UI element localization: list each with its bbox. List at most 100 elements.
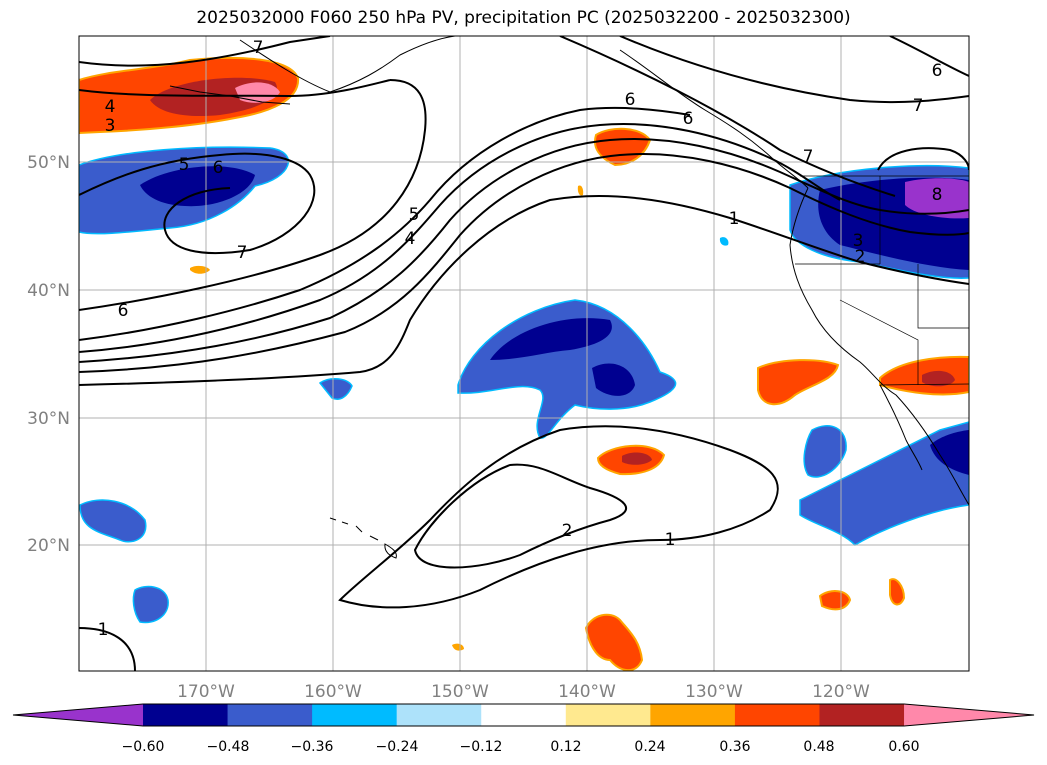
hawaii-islands (329, 517, 397, 559)
pv-contour-8 (877, 147, 969, 171)
lon-label: 120°W (812, 682, 870, 702)
contour-label: 6 (932, 61, 943, 81)
colorbar-segment (650, 704, 736, 726)
pv-contour-6-north (79, 79, 391, 98)
coastlines (169, 36, 969, 559)
precip-blob-hawaii-north (318, 378, 353, 400)
pv-contour-main-5 (79, 195, 969, 386)
pv-contour-main-4 (79, 153, 969, 373)
gridlines (79, 36, 969, 671)
precip-negative-areas (79, 146, 969, 624)
precip-core-southeast (930, 430, 969, 475)
precip-max-pos-northwest (235, 82, 280, 103)
contour-label: 2 (855, 247, 866, 267)
precip-blob-small-pacific (719, 237, 729, 246)
lon-label: 170°W (177, 682, 235, 702)
contour-label: 6 (625, 90, 636, 110)
colorbar-segment (396, 704, 482, 726)
contour-label: 1 (729, 209, 740, 229)
lon-label: 130°W (685, 682, 743, 702)
precip-positive-areas (79, 56, 969, 671)
pv-contour-main-1 (79, 106, 691, 341)
contour-label: 3 (105, 116, 116, 136)
contour-label: 7 (237, 243, 248, 263)
contour-label: 3 (853, 231, 864, 251)
lon-label: 160°W (304, 682, 362, 702)
coastline-baja (879, 384, 923, 471)
lat-label: 40°N (27, 281, 70, 301)
latitude-labels: 50°N 40°N 30°N 20°N (27, 153, 70, 556)
pv-contour-1-south (338, 425, 779, 609)
plot-area: 7 6 4 3 5 6 7 6 7 6 7 5 4 1 3 2 8 6 2 1 … (79, 36, 969, 671)
colorbar-tick: 0.36 (719, 739, 750, 755)
colorbar-segment (481, 704, 567, 726)
precip-pos-small-4 (452, 643, 464, 651)
precip-max-east-coast (905, 178, 969, 219)
precip-blob-central (457, 299, 677, 439)
precip-pos-small-2 (889, 578, 906, 606)
colorbar-tick: 0.12 (550, 739, 581, 755)
colorbar-segment (143, 704, 229, 726)
precip-blob-baja (803, 425, 847, 478)
precip-blob-southwest (79, 499, 147, 543)
precip-pos-midlat-1 (757, 359, 840, 406)
colorbar-outline (12, 703, 1035, 727)
pv-contour-main-3 (79, 138, 969, 363)
border-us-mexico (879, 383, 969, 386)
colorbar-segment (819, 704, 905, 726)
contour-label: 4 (405, 229, 416, 249)
contour-label: 7 (803, 147, 814, 167)
pv-contour-6-ne (889, 36, 969, 77)
coastline-us-west (789, 187, 969, 506)
pv-contour-7-north (79, 36, 331, 67)
pv-contour-1-southwest (79, 627, 136, 671)
contour-label: 1 (665, 530, 676, 550)
colorbar-tick: 0.60 (888, 739, 919, 755)
colorbar-extend-max (904, 704, 1035, 726)
contour-label: 4 (105, 97, 116, 117)
coastline-british-columbia (619, 49, 809, 189)
contour-label: 5 (409, 205, 420, 225)
pv-contour-2-south (413, 463, 627, 569)
border-states (795, 176, 969, 385)
precip-pos-small-1 (818, 590, 852, 611)
pv-contour-5-west (79, 152, 316, 255)
pv-contour-main-2 (79, 123, 841, 353)
longitude-labels: 170°W 160°W 150°W 140°W 130°W 120°W (177, 682, 870, 702)
colorbar-extend-min (13, 704, 143, 726)
colorbar-tick: −0.24 (376, 739, 419, 755)
colorbar-segment (227, 704, 313, 726)
pv-contour-6-west (79, 79, 427, 311)
lon-label: 140°W (558, 682, 616, 702)
contour-label: 8 (932, 185, 943, 205)
contour-label: 2 (562, 521, 573, 541)
precip-core-midlat-2 (922, 370, 955, 387)
colorbar-tick: −0.60 (122, 739, 165, 755)
colorbar-tick-labels: −0.60 −0.48 −0.36 −0.24 −0.12 0.12 0.24 … (122, 739, 920, 755)
colorbar-tick: −0.12 (460, 739, 503, 755)
lat-label: 30°N (27, 409, 70, 429)
contour-label: 1 (98, 620, 109, 640)
contour-label: 7 (913, 96, 924, 116)
lon-label: 150°W (431, 682, 489, 702)
contour-label: 6 (118, 301, 129, 321)
pv-contours (79, 36, 969, 671)
pv-contour-6-east (619, 36, 969, 104)
precip-core-central-2 (592, 363, 635, 396)
contour-label: 5 (179, 155, 190, 175)
pv-contour-labels: 7 6 4 3 5 6 7 6 7 6 7 5 4 1 3 2 8 6 2 1 … (98, 38, 943, 640)
contour-label: 6 (213, 158, 224, 178)
pv-contour-7-east (559, 36, 896, 197)
precip-blob-southeast (799, 421, 969, 546)
precip-core-central (490, 318, 612, 360)
colorbar-segment (734, 704, 820, 726)
map-title: 2025032000 F060 250 hPa PV, precipitatio… (196, 8, 851, 28)
lat-label: 50°N (27, 153, 70, 173)
precip-pos-small-3 (190, 265, 210, 274)
colorbar: −0.60 −0.48 −0.36 −0.24 −0.12 0.12 0.24 … (12, 703, 1035, 755)
precip-pos-small-5 (577, 185, 584, 196)
precip-core-subtropic (622, 452, 652, 465)
colorbar-tick: −0.36 (291, 739, 334, 755)
precip-core-northwest (140, 166, 255, 207)
